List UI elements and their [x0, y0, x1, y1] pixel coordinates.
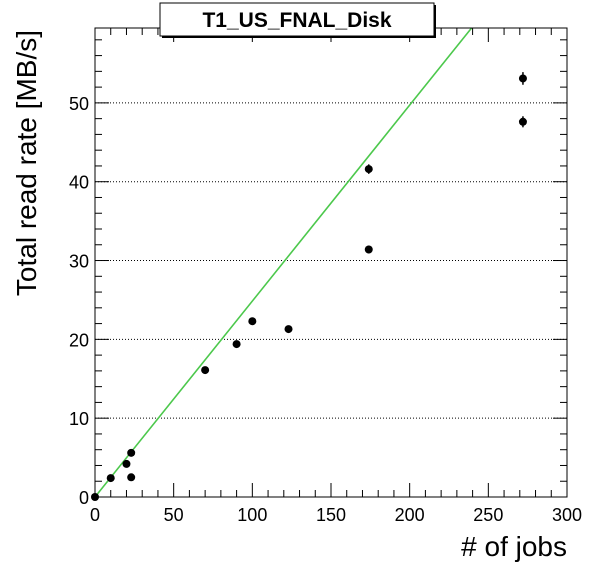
fit-line: [94, 27, 473, 498]
y-tick-label: 20: [69, 330, 89, 350]
data-point: [364, 165, 373, 174]
y-tick-label: 40: [69, 173, 89, 193]
y-tick-label: 50: [69, 94, 89, 114]
data-point: [106, 474, 115, 483]
x-tick-label: 50: [164, 505, 184, 525]
data-points: [91, 72, 527, 501]
y-axis-label: Total read rate [MB/s]: [11, 30, 42, 296]
data-point: [201, 366, 210, 375]
x-tick-label: 300: [552, 505, 582, 525]
data-point: [518, 117, 527, 126]
data-point: [518, 74, 527, 83]
title-box: T1_US_FNAL_Disk: [159, 2, 436, 38]
x-tick-label: 0: [90, 505, 100, 525]
data-point: [284, 325, 293, 334]
y-tick-label: 30: [69, 252, 89, 272]
x-tick-label: 250: [473, 505, 503, 525]
x-tick-label: 150: [316, 505, 346, 525]
data-point: [364, 245, 373, 254]
data-point: [127, 473, 136, 482]
data-point: [122, 459, 131, 468]
tick-labels: 0 50 100 150 200 250 300 0 10 20 30 40 50: [69, 94, 582, 525]
data-point: [127, 448, 136, 457]
data-point: [232, 340, 241, 349]
data-point: [248, 317, 257, 326]
chart-title: T1_US_FNAL_Disk: [202, 9, 391, 32]
y-tick-label: 0: [79, 488, 89, 508]
plot-frame: [94, 27, 568, 498]
x-axis-label: # of jobs: [461, 531, 567, 562]
x-tick-label: 100: [237, 505, 267, 525]
x-tick-label: 200: [395, 505, 425, 525]
y-tick-label: 10: [69, 409, 89, 429]
grid-lines: [95, 102, 567, 419]
axis-ticks: [94, 28, 568, 498]
